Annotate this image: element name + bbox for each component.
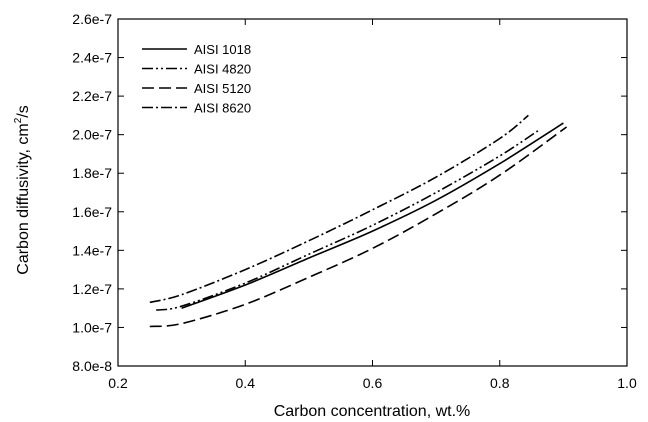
y-tick-label: 1.4e-7 [72,242,112,258]
series-line-1 [182,123,564,308]
svg-text:Carbon diffusivity, cm2/s: Carbon diffusivity, cm2/s [13,105,32,274]
y-tick-label: 2.4e-7 [72,50,112,66]
legend-label-1: AISI 1018 [194,42,251,57]
y-tick-label: 1.8e-7 [72,165,112,181]
y-tick-label: 1.6e-7 [72,204,112,220]
legend: AISI 1018 AISI 4820 AISI 5120 AISI 8620 [142,42,251,116]
x-tick-label: 0.4 [236,375,256,391]
x-axis-title: Carbon concentration, wt.% [274,403,471,420]
x-tick-label: 0.8 [490,375,510,391]
y-tick-label: 2.0e-7 [72,127,112,143]
y-axis-title: Carbon diffusivity, cm2/s [13,105,32,274]
x-tick-label: 0.6 [363,375,383,391]
series-line-4 [150,115,529,302]
series-lines [150,115,567,326]
legend-label-2: AISI 4820 [194,62,251,77]
y-axis-title-tail: /s [15,105,32,117]
y-axis-title-main: Carbon diffusivity, cm [15,123,32,274]
y-tick-label: 8.0e-8 [72,358,112,374]
y-tick-label: 2.2e-7 [72,88,112,104]
y-tick-label: 1.2e-7 [72,281,112,297]
x-tick-label: 0.2 [108,375,128,391]
legend-label-3: AISI 5120 [194,81,251,96]
legend-label-4: AISI 8620 [194,101,251,116]
y-tick-label: 1.0e-7 [72,319,112,335]
x-tick-label: 1.0 [617,375,637,391]
y-tick-label: 2.6e-7 [72,11,112,27]
